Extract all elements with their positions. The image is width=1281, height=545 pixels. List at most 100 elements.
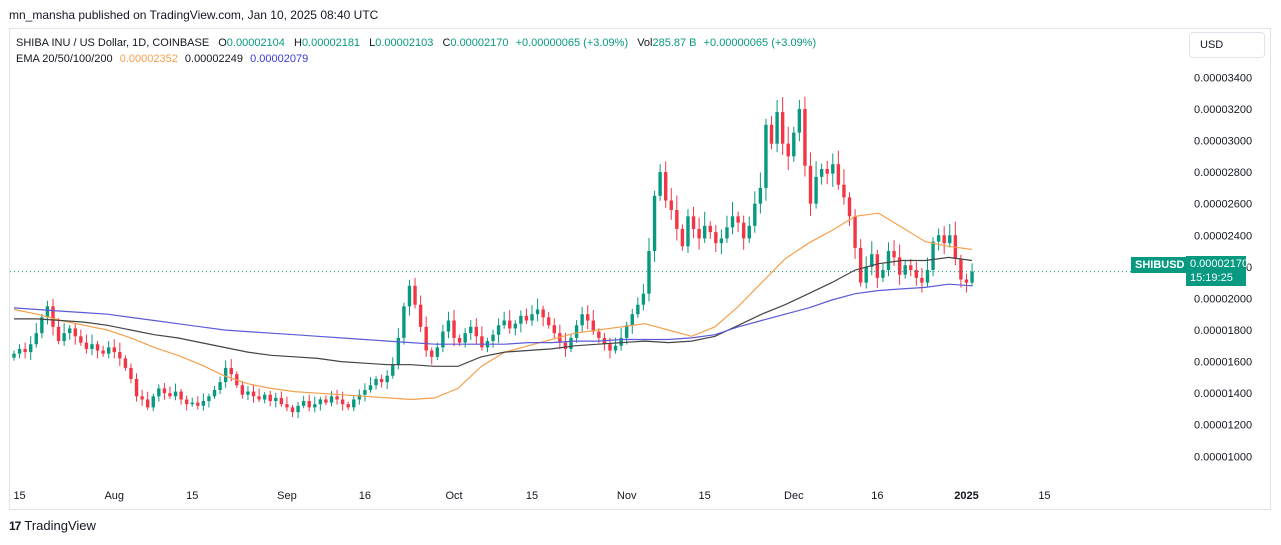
candle-body [797, 108, 802, 133]
open-label: O [218, 37, 227, 49]
candle-body [396, 337, 401, 365]
y-tick-label: 0.00002600 [1194, 199, 1252, 211]
candle-body [864, 266, 868, 283]
x-tick-label: Nov [617, 490, 637, 502]
candle-body [418, 304, 423, 327]
candle-body [223, 367, 228, 383]
candle-body [218, 382, 222, 390]
candle-body [257, 396, 261, 400]
candle-body [374, 378, 378, 386]
candle-body [669, 200, 673, 210]
x-tick-label: 15 [699, 490, 711, 502]
candle-body [741, 222, 746, 239]
candle-body [675, 210, 679, 229]
candle-body [909, 265, 913, 270]
candle-body [725, 227, 729, 239]
candle-body [892, 251, 896, 258]
close-value: 0.00002170 [450, 37, 509, 49]
symbol-label[interactable]: SHIBA INU / US Dollar, 1D, COINBASE [16, 37, 210, 49]
candle-body [836, 164, 841, 185]
candle-body [402, 306, 406, 338]
candle-body [920, 277, 924, 283]
candle-body [769, 124, 774, 144]
candle-body [430, 350, 434, 357]
y-tick-label: 0.00002400 [1194, 230, 1252, 242]
candle-body [647, 251, 651, 294]
candle-body [62, 333, 66, 342]
x-tick-label: 2025 [954, 490, 978, 502]
close-label: C [442, 37, 451, 49]
candle-body [101, 350, 105, 354]
candle-body [513, 323, 517, 329]
last-price-tag: 0.00002170 15:19:25 [1186, 256, 1248, 286]
candle-body [129, 367, 133, 379]
candle-body [45, 306, 50, 318]
candle-body [34, 333, 38, 345]
y-tick-label: 0.00002000 [1194, 293, 1252, 305]
ema-100-value: 0.00002079 [250, 53, 309, 65]
candle-body [357, 394, 362, 400]
footer-brand[interactable]: 17 TradingView [9, 518, 96, 533]
candle-body [413, 285, 417, 305]
candle-body [407, 285, 412, 307]
x-tick-label: 15 [1038, 490, 1050, 502]
currency-button[interactable]: USD [1189, 32, 1265, 58]
symbol-price-tag: SHIBUSD [1131, 257, 1189, 273]
candle-body [435, 347, 440, 357]
candle-body [446, 320, 451, 332]
candle-body [708, 225, 712, 233]
ema-label[interactable]: EMA 20/50/100/200 [16, 53, 113, 65]
candle-body [842, 184, 846, 198]
candle-body [168, 393, 172, 397]
candle-body [563, 342, 568, 349]
candle-body [190, 402, 194, 405]
candle-body [775, 112, 779, 144]
candle-body [964, 279, 969, 283]
candle-body [17, 348, 22, 354]
candle-body [530, 314, 534, 321]
candle-body [691, 216, 696, 229]
candle-body [535, 309, 540, 315]
candle-body [625, 325, 629, 338]
candle-body [274, 397, 278, 402]
y-tick-label: 0.00003200 [1194, 104, 1252, 116]
candle-body [123, 358, 128, 368]
candle-body [73, 328, 77, 337]
open-value: 0.00002104 [226, 37, 285, 49]
y-tick-label: 0.00002800 [1194, 167, 1252, 179]
candle-body [23, 348, 27, 353]
candle-body [764, 124, 768, 188]
candle-body [212, 390, 217, 397]
change-value: +0.00000065 (+3.09%) [515, 37, 629, 49]
candle-body [262, 394, 267, 400]
candle-body [463, 333, 467, 343]
candle-body [597, 331, 601, 338]
y-tick-label: 0.00003400 [1194, 72, 1252, 84]
candle-body [686, 216, 690, 247]
candle-body [285, 404, 289, 408]
candle-body [652, 195, 657, 252]
candle-body [118, 352, 122, 359]
candle-body [547, 317, 551, 326]
ema-50-line [14, 256, 973, 367]
candle-body [480, 336, 484, 348]
candle-body [318, 399, 323, 405]
x-tick-label: 15 [186, 490, 198, 502]
candle-body [591, 320, 595, 332]
x-tick-label: 16 [871, 490, 883, 502]
chart-legend: SHIBA INU / US Dollar, 1D, COINBASE O0.0… [16, 35, 816, 67]
volume-label: Vol [637, 37, 653, 49]
candle-body [803, 108, 807, 166]
y-tick-label: 0.00001800 [1194, 325, 1252, 337]
candle-body [12, 353, 16, 358]
candle-body [441, 331, 445, 348]
candle-body [290, 407, 295, 413]
candle-body [457, 337, 462, 343]
candle-body [558, 333, 562, 343]
candle-body [469, 326, 473, 334]
volume-value: 285.87 B [652, 37, 697, 49]
x-tick-label: Aug [104, 490, 124, 502]
candle-body [313, 404, 317, 408]
candle-body [329, 396, 334, 403]
